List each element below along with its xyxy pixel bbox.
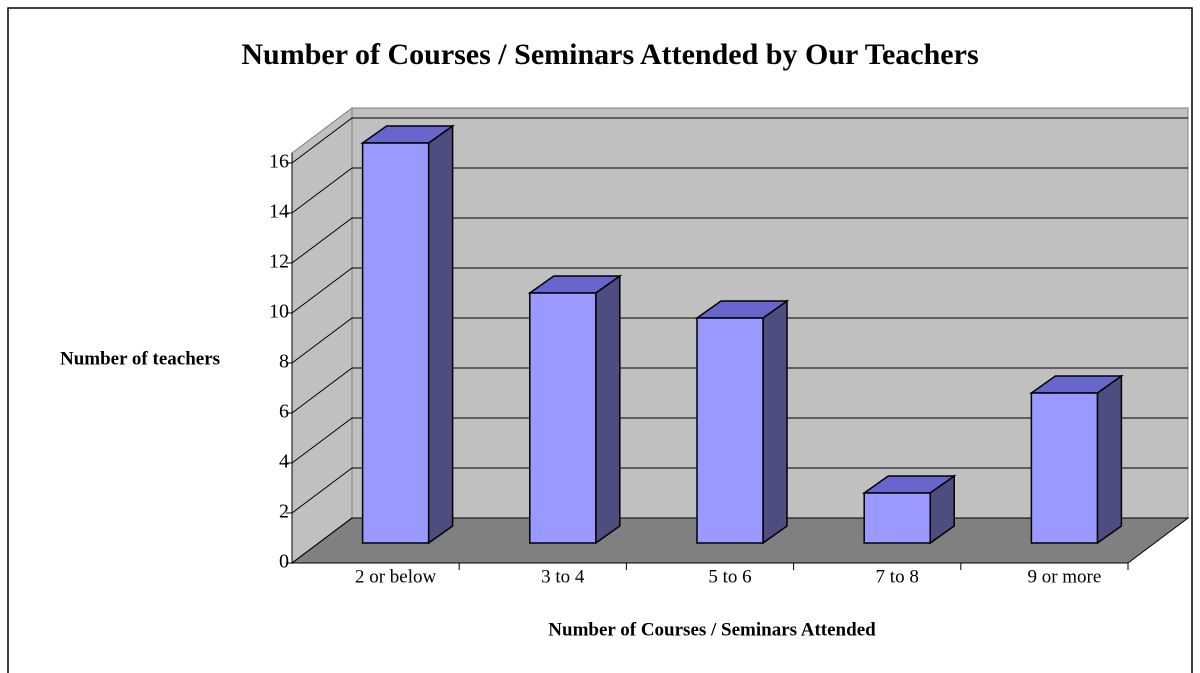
y-axis-label: Number of teachers bbox=[60, 348, 220, 369]
x-tick-label: 2 or below bbox=[355, 566, 437, 587]
bar-front bbox=[361, 142, 430, 544]
x-tick-label: 3 to 4 bbox=[541, 566, 585, 587]
grid-line bbox=[291, 267, 1188, 314]
bar-side bbox=[427, 124, 454, 545]
grid-line bbox=[291, 417, 1188, 464]
bar bbox=[360, 124, 455, 545]
y-tick-label: 6 bbox=[279, 401, 289, 423]
y-tick-label: 14 bbox=[269, 201, 289, 223]
y-tick-label: 2 bbox=[279, 501, 289, 523]
y-tick-label: 4 bbox=[279, 451, 289, 473]
y-tick-label: 0 bbox=[279, 551, 289, 573]
y-tick-label: 10 bbox=[269, 301, 289, 323]
grid-line bbox=[291, 167, 1188, 214]
x-axis-label: Number of Courses / Seminars Attended bbox=[548, 619, 876, 640]
grid-line bbox=[291, 367, 1188, 414]
y-tick-label: 12 bbox=[269, 251, 289, 273]
bar-side bbox=[1096, 374, 1123, 545]
bar bbox=[861, 474, 957, 545]
bar-side bbox=[762, 299, 788, 545]
grid-line bbox=[291, 317, 1188, 364]
bar-front bbox=[1030, 392, 1099, 544]
grid-line bbox=[291, 467, 1188, 514]
bar-front bbox=[529, 292, 597, 544]
grid-line bbox=[291, 117, 1188, 164]
bar bbox=[527, 274, 623, 545]
chart-title: Number of Courses / Seminars Attended by… bbox=[241, 38, 978, 71]
bar-front bbox=[863, 492, 931, 544]
y-tick-label: 8 bbox=[279, 351, 289, 373]
side-wall bbox=[291, 107, 353, 564]
x-tick-label: 5 to 6 bbox=[708, 566, 751, 587]
x-tick-label: 9 or more bbox=[1027, 566, 1101, 587]
grid-line bbox=[291, 217, 1188, 264]
bar bbox=[694, 299, 790, 545]
bar-side bbox=[595, 274, 621, 545]
y-tick-label: 16 bbox=[269, 151, 289, 173]
bar-front bbox=[696, 317, 764, 544]
x-tick-label: 7 to 8 bbox=[876, 566, 919, 587]
bar bbox=[1029, 374, 1124, 545]
